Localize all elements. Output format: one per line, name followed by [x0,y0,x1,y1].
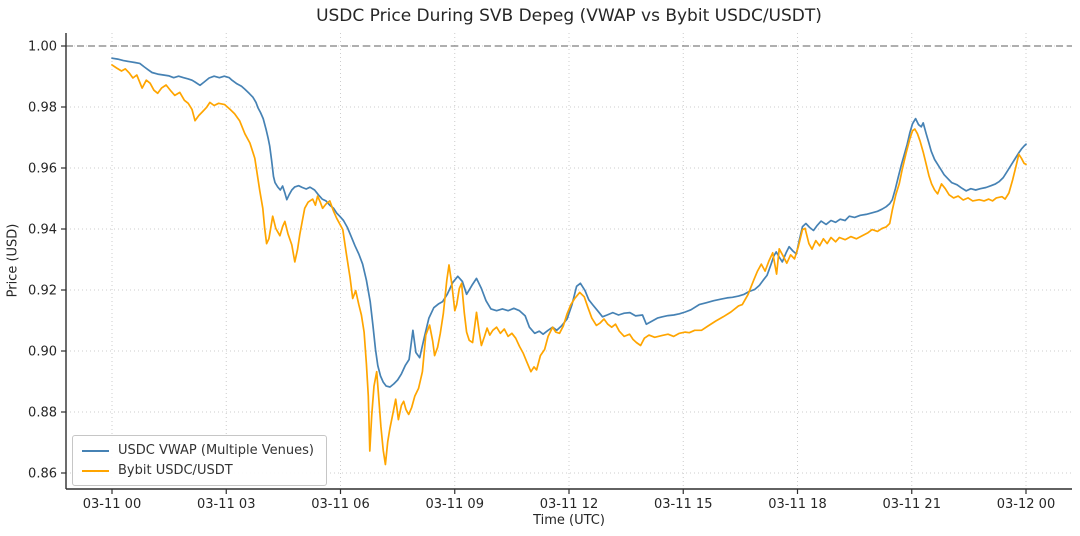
bybit-line-swatch [82,469,109,472]
y-tick-label: 0.96 [28,162,57,177]
x-tick-label: 03-11 00 [83,497,141,512]
y-tick-label: 0.94 [28,223,57,238]
x-tick-label: 03-11 12 [540,497,598,512]
legend-label-bybit: Bybit USDC/USDT [118,463,233,478]
x-tick-label: 03-12 00 [997,497,1055,512]
chart-title: USDC Price During SVB Depeg (VWAP vs Byb… [316,6,822,26]
legend: USDC VWAP (Multiple Venues) Bybit USDC/U… [72,435,327,486]
x-tick-label: 03-11 21 [883,497,941,512]
legend-item-bybit: Bybit USDC/USDT [82,463,314,478]
x-tick-label: 03-11 15 [654,497,712,512]
y-tick-label: 0.98 [28,101,57,116]
vwap-line-swatch [82,449,109,452]
x-axis-label: Time (UTC) [533,513,605,528]
y-tick-label: 0.92 [28,284,57,299]
y-tick-label: 0.88 [28,406,57,421]
vwap-series-line [111,57,1027,388]
y-tick-label: 1.00 [28,40,57,55]
x-tick-label: 03-11 03 [197,497,255,512]
legend-label-vwap: USDC VWAP (Multiple Venues) [118,443,314,458]
legend-item-vwap: USDC VWAP (Multiple Venues) [82,443,314,458]
x-tick-label: 03-11 06 [311,497,369,512]
x-tick-label: 03-11 18 [768,497,826,512]
bybit-series-line [111,64,1027,466]
y-tick-label: 0.86 [28,467,57,482]
y-tick-label: 0.90 [28,345,57,360]
x-tick-label: 03-11 09 [426,497,484,512]
